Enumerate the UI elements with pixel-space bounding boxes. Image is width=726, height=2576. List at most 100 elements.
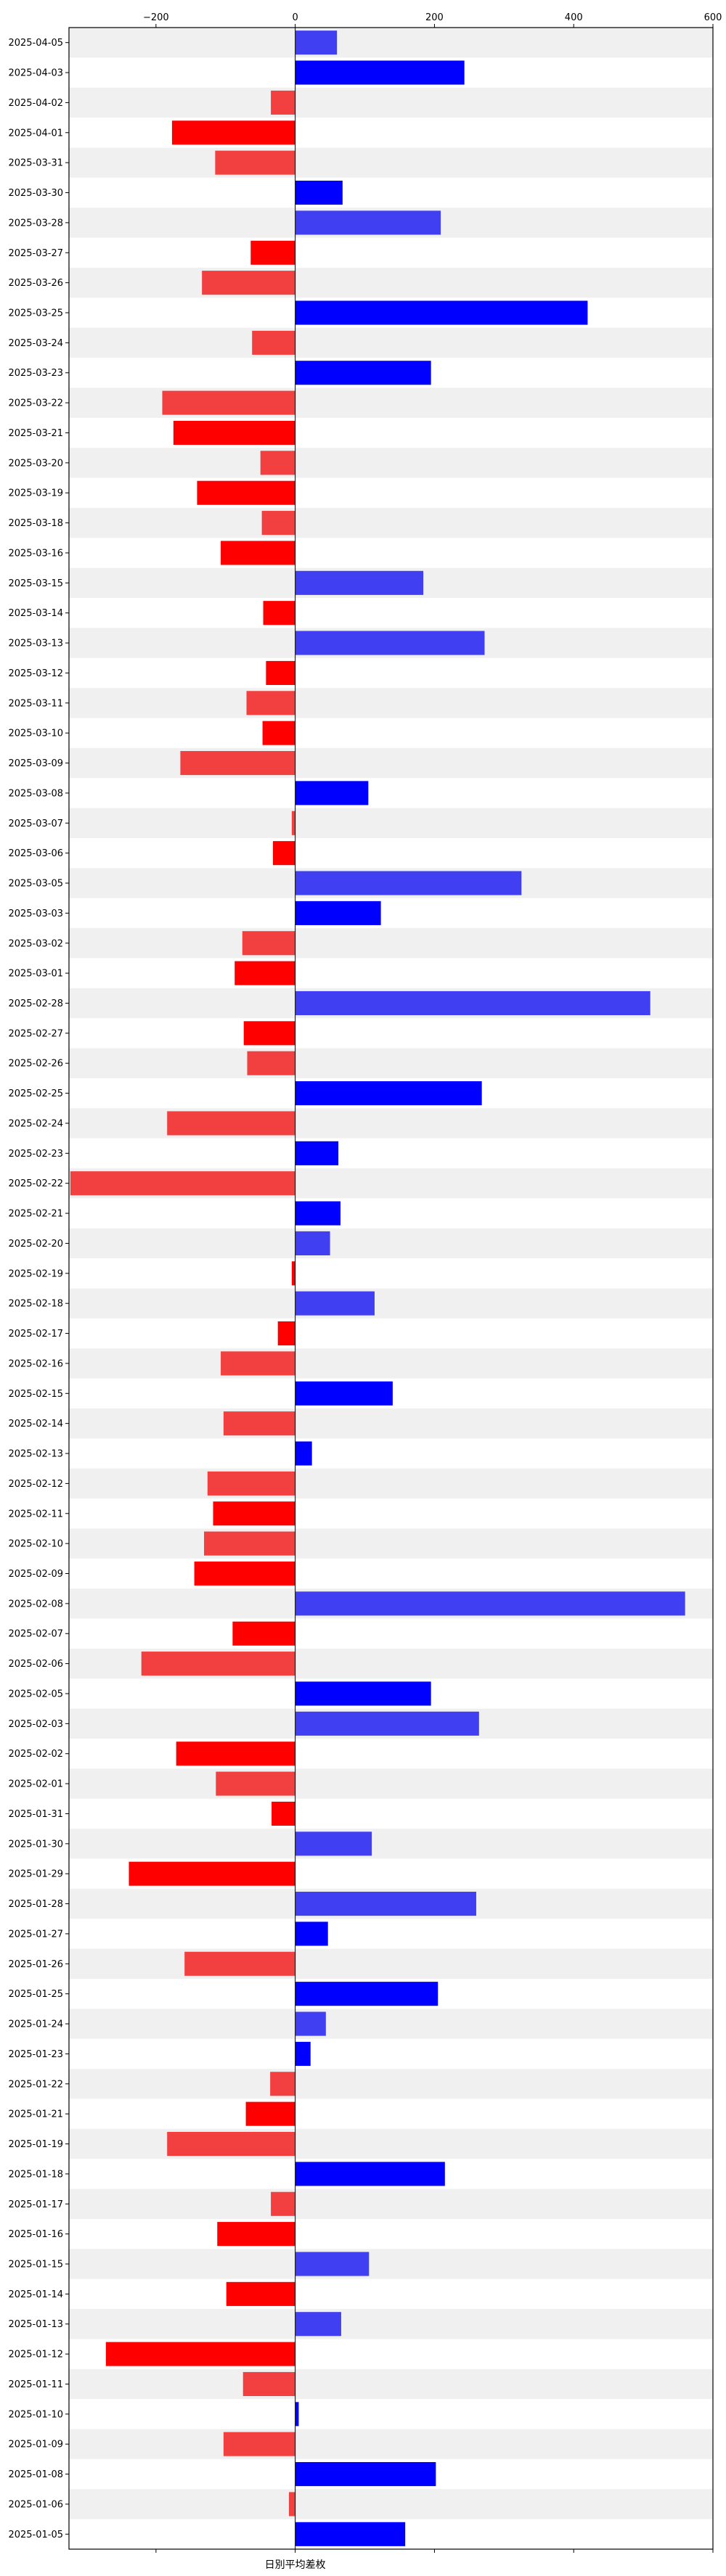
category-label: 2025-01-08 <box>8 2469 63 2480</box>
row-band <box>69 267 713 298</box>
x-tick-label: 400 <box>565 12 583 23</box>
bar <box>295 631 485 655</box>
bar <box>232 1621 295 1646</box>
row-band <box>69 747 713 779</box>
category-label: 2025-04-02 <box>8 98 63 109</box>
category-label: 2025-03-18 <box>8 518 63 529</box>
bar <box>291 811 295 835</box>
category-label: 2025-02-20 <box>8 1239 63 1250</box>
category-label: 2025-02-12 <box>8 1479 63 1490</box>
category-label: 2025-03-05 <box>8 879 63 890</box>
bar <box>266 660 295 685</box>
category-label: 2025-02-23 <box>8 1149 63 1160</box>
category-label: 2025-01-28 <box>8 1899 63 1910</box>
bar <box>245 2101 295 2126</box>
bar <box>105 2342 295 2366</box>
bar <box>272 1801 295 1826</box>
row-band <box>69 1408 713 1439</box>
bar <box>223 1411 295 1436</box>
category-label: 2025-03-14 <box>8 608 63 619</box>
category-label: 2025-03-02 <box>8 938 63 949</box>
category-label: 2025-01-30 <box>8 1839 63 1850</box>
category-label: 2025-01-17 <box>8 2199 63 2210</box>
bar <box>291 1261 295 1286</box>
row-band <box>69 2309 713 2339</box>
bar <box>295 2462 436 2487</box>
category-label: 2025-01-18 <box>8 2169 63 2180</box>
category-label: 2025-01-14 <box>8 2289 63 2300</box>
bar <box>295 2402 299 2427</box>
category-label: 2025-02-08 <box>8 1599 63 1609</box>
category-label: 2025-03-09 <box>8 758 63 769</box>
bar <box>295 1921 328 1946</box>
row-band <box>69 1108 713 1139</box>
row-band <box>69 2069 713 2099</box>
row-band <box>69 507 713 538</box>
category-label: 2025-01-05 <box>8 2530 63 2540</box>
bar <box>295 2312 341 2337</box>
x-axis-ticks: −200 0 200 400 600 <box>143 12 722 2553</box>
bar <box>271 90 295 115</box>
row-band <box>69 1829 713 1859</box>
bar <box>176 1742 295 1766</box>
bar <box>295 781 369 805</box>
row-band <box>69 28 713 58</box>
bar <box>295 2522 406 2546</box>
bar <box>243 1021 295 1046</box>
bar <box>262 721 295 745</box>
category-label: 2025-01-29 <box>8 1869 63 1880</box>
category-label: 2025-03-21 <box>8 428 63 439</box>
category-label: 2025-01-31 <box>8 1809 63 1820</box>
category-label: 2025-03-31 <box>8 158 63 169</box>
row-band <box>69 688 713 718</box>
category-label: 2025-03-24 <box>8 338 63 349</box>
category-label: 2025-02-18 <box>8 1299 63 1310</box>
category-label: 2025-01-21 <box>8 2109 63 2120</box>
bar <box>295 1831 372 1856</box>
bar <box>197 480 295 505</box>
category-label: 2025-02-28 <box>8 998 63 1009</box>
category-label: 2025-02-25 <box>8 1088 63 1099</box>
bar <box>295 1231 330 1255</box>
bar <box>250 240 295 265</box>
bar <box>207 1471 295 1496</box>
row-band <box>69 2489 713 2519</box>
bar <box>242 2371 295 2397</box>
category-label: 2025-01-22 <box>8 2079 63 2090</box>
plot-frame <box>68 27 714 2550</box>
x-tick-label: 200 <box>425 12 444 23</box>
row-band <box>69 448 713 478</box>
row-band <box>69 1468 713 1499</box>
category-label: 2025-02-22 <box>8 1178 63 1189</box>
bar <box>295 1681 431 1706</box>
row-band <box>69 1348 713 1379</box>
bar <box>194 1561 295 1586</box>
bar <box>180 750 295 776</box>
row-band <box>69 327 713 358</box>
category-label: 2025-03-27 <box>8 248 63 259</box>
category-label: 2025-02-10 <box>8 1539 63 1550</box>
category-label: 2025-02-11 <box>8 1509 63 1519</box>
bar <box>171 120 295 145</box>
category-label: 2025-01-27 <box>8 1929 63 1940</box>
row-band <box>69 1228 713 1259</box>
bar <box>295 361 431 385</box>
bar <box>295 871 522 895</box>
category-label: 2025-02-02 <box>8 1749 63 1760</box>
bar <box>202 271 295 295</box>
bar <box>260 451 295 475</box>
category-label: 2025-03-20 <box>8 458 63 469</box>
category-label: 2025-03-28 <box>8 218 63 229</box>
bar <box>261 511 295 536</box>
row-band <box>69 1528 713 1559</box>
bar <box>221 541 295 565</box>
bar <box>295 1591 685 1616</box>
bar <box>167 2131 295 2157</box>
bar <box>295 30 338 55</box>
category-label: 2025-03-25 <box>8 308 63 319</box>
bar <box>295 1982 439 2006</box>
category-label: 2025-01-25 <box>8 1989 63 2000</box>
bar <box>295 1892 476 1916</box>
row-band <box>69 808 713 838</box>
bar <box>295 990 650 1016</box>
